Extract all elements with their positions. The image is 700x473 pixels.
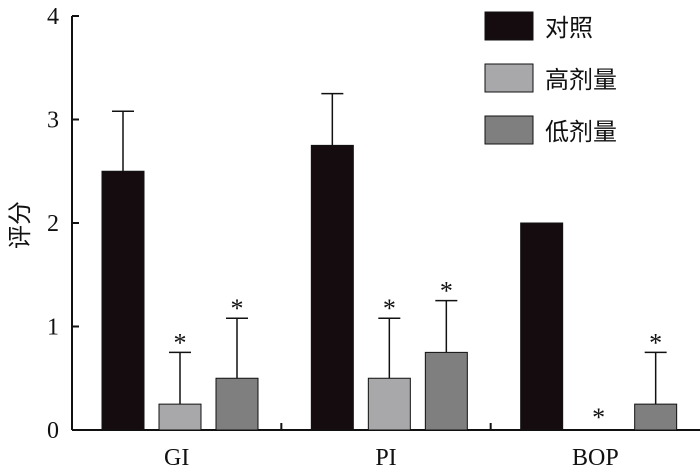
legend-swatch [484,11,534,41]
significance-star: * [649,328,662,357]
bar [424,351,468,431]
bar [520,222,564,431]
y-axis-label: 评分 [6,201,34,249]
y-tick-label: 0 [47,418,59,444]
significance-star: * [174,328,187,357]
significance-markers: * * * * * * [174,277,663,432]
significance-star: * [231,294,244,323]
bar [101,170,145,431]
x-category-label: PI [375,445,396,471]
significance-star: * [592,403,605,432]
y-tick-label: 1 [47,315,59,341]
x-category-label: GI [164,445,189,471]
error-bars [112,92,667,405]
legend-label: 低剂量 [545,118,617,146]
y-tick-label: 3 [47,108,59,134]
legend-label: 对照 [545,14,593,42]
bar [158,403,202,431]
bar [634,403,678,431]
legend-swatch [484,115,534,145]
bars [101,144,678,431]
legend-swatch [484,63,534,93]
y-tick-label: 4 [47,4,59,30]
bar [310,144,354,431]
legend-label: 高剂量 [545,66,617,94]
significance-star: * [440,277,453,306]
bar [215,377,259,431]
bar [367,377,411,431]
x-category-label: BOP [572,445,619,471]
y-tick-label: 2 [47,211,59,237]
significance-star: * [383,294,396,323]
